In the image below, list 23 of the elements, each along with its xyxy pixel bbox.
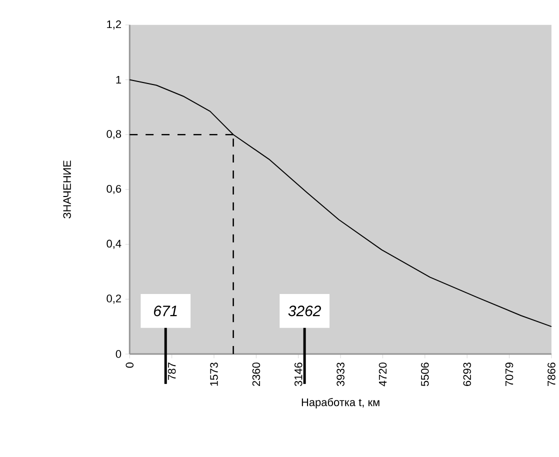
y-tick-label: 0,8 — [106, 130, 122, 140]
x-tick-label: 2360 — [252, 362, 260, 386]
x-tick-label: 7079 — [505, 362, 514, 386]
x-tick-label: 3146 — [294, 362, 302, 386]
line-series — [129, 79, 552, 328]
ref-line-label: 3262 — [288, 306, 321, 316]
y-tick-label: 0,4 — [106, 240, 122, 249]
y-axis-title: ЗНАЧЕНИЕ — [63, 160, 71, 219]
x-tick-label: 0 — [126, 362, 134, 368]
x-tick-label: 7866 — [548, 362, 556, 386]
y-tick-label: 1 — [116, 76, 121, 84]
y-tick-label: 0,2 — [106, 294, 121, 304]
x-tick-label: 4720 — [378, 362, 387, 386]
x-axis-title: Наработка t, км — [302, 398, 380, 408]
x-tick-label: 787 — [168, 362, 176, 380]
x-tick-label: 5506 — [421, 362, 429, 386]
x-tick-label: 1573 — [210, 362, 218, 386]
y-tick-label: 0 — [116, 350, 122, 358]
x-tick-label: 3933 — [336, 362, 344, 386]
ref-line-label: 671 — [154, 306, 177, 316]
x-tick-label: 6293 — [463, 362, 471, 386]
y-tick-label: 0,6 — [106, 185, 122, 194]
y-tick-label: 1,2 — [107, 20, 121, 30]
